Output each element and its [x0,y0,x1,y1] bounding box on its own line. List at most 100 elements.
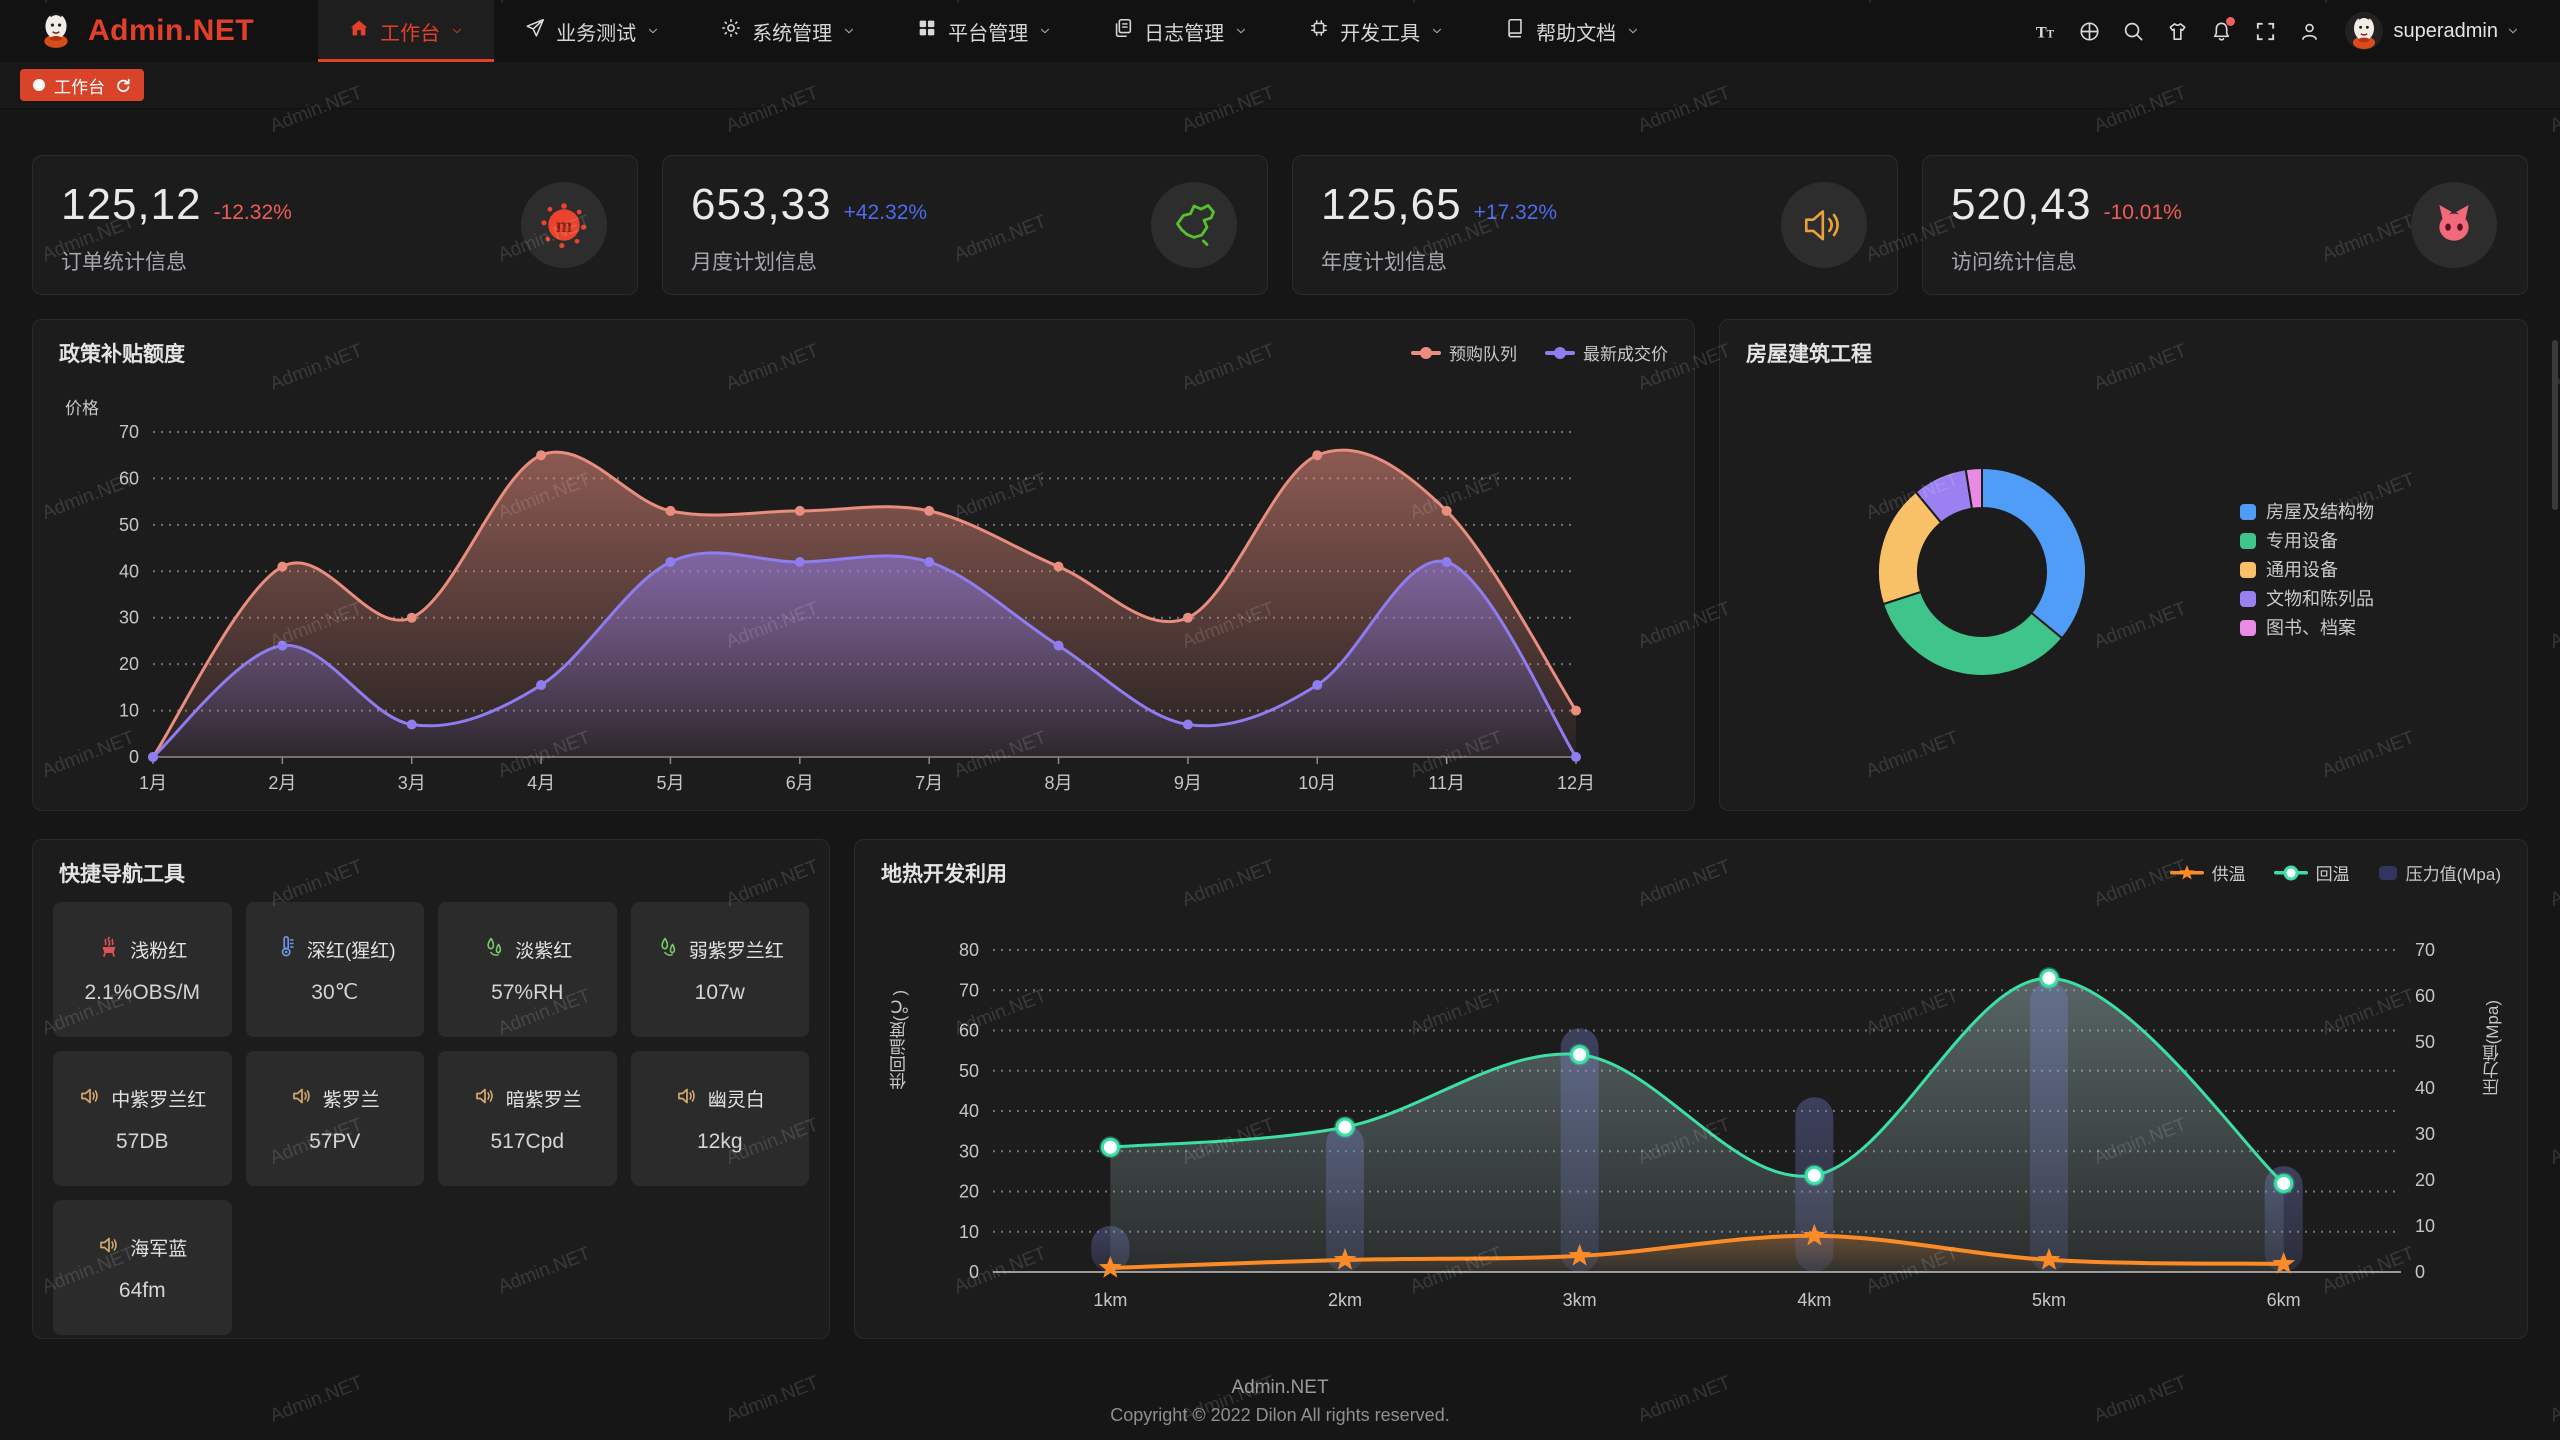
svg-text:50: 50 [119,515,139,535]
panel-building-project: 房屋建筑工程 房屋及结构物 专用设备 通用设备 文物和陈列品 图书、档案 [1719,319,2528,811]
stat-value: 520,43 [1951,180,2092,229]
svg-text:6月: 6月 [786,773,814,793]
cat-icon [2411,182,2497,268]
quick-nav-item-6[interactable]: 暗紫罗兰 517Cpd [438,1051,617,1186]
app-title: Admin.NET [88,14,255,47]
svg-text:70: 70 [119,422,139,442]
donut-legend-label: 专用设备 [2266,531,2338,551]
scrollbar-thumb[interactable] [2552,340,2558,510]
quick-nav-item-8[interactable]: 海军蓝 64fm [53,1200,232,1335]
donut-legend-label: 文物和陈列品 [2266,589,2374,609]
home-icon [348,17,370,45]
quick-nav-grid: 浅粉红 2.1%OBS/M 深红(猩红) 30℃ 淡紫红 57%RH 弱紫罗兰红… [53,902,809,1335]
search-icon[interactable] [2111,11,2155,51]
menu-item-3[interactable]: 平台管理 [886,0,1082,62]
stat-delta: +17.32% [1473,201,1558,224]
svg-text:40: 40 [959,1101,979,1121]
language-icon[interactable] [2067,11,2111,51]
svg-text:10月: 10月 [1298,773,1336,793]
svg-text:12月: 12月 [1557,773,1595,793]
quick-item-value: 57DB [115,1129,169,1153]
quick-item-value: 64fm [118,1278,166,1302]
send-icon [524,17,546,45]
right-axis-name: 压力值(Mpa) [2483,1000,2502,1096]
svg-text:7月: 7月 [915,773,943,793]
svg-text:30: 30 [2415,1124,2435,1144]
svg-text:0: 0 [2415,1262,2425,1282]
quick-nav-item-7[interactable]: 幽灵白 12kg [630,1051,809,1186]
donut-legend-item-2[interactable]: 通用设备 [2240,560,2338,580]
svg-text:70: 70 [959,980,979,1000]
quick-nav-item-2[interactable]: 淡紫红 57%RH [438,902,617,1037]
svg-text:30: 30 [119,608,139,628]
donut-legend-item-3[interactable]: 文物和陈列品 [2240,589,2374,609]
legend-label: 回温 [2315,865,2350,884]
tab-bar: 工作台 [0,62,2560,109]
quick-item-value: 107w [694,980,745,1004]
chart-legend: 供温 回温 压力值(Mpa) [2169,860,2501,885]
chevron-down-icon [842,24,856,38]
menu-item-4[interactable]: 日志管理 [1082,0,1278,62]
thermometer-icon [274,934,298,964]
svg-text:50: 50 [959,1061,979,1081]
quick-nav-item-3[interactable]: 弱紫罗兰红 107w [630,902,809,1037]
legend-item-0[interactable]: 供温 [2169,860,2246,885]
menu-item-1[interactable]: 业务测试 [494,0,690,62]
quick-nav-item-1[interactable]: 深红(猩红) 30℃ [245,902,424,1037]
quick-nav-item-0[interactable]: 浅粉红 2.1%OBS/M [53,902,232,1037]
menu-item-5[interactable]: 开发工具 [1278,0,1474,62]
theme-shirt-icon[interactable] [2155,11,2199,51]
svg-text:20: 20 [2415,1170,2435,1190]
svg-text:4月: 4月 [527,773,555,793]
svg-text:5月: 5月 [656,773,684,793]
menu-item-label: 平台管理 [948,22,1029,45]
tab-label: 工作台 [54,77,105,97]
donut-legend-item-0[interactable]: 房屋及结构物 [2240,502,2374,522]
svg-text:40: 40 [119,561,139,581]
svg-text:80: 80 [959,940,979,960]
quick-item-name: 暗紫罗兰 [505,1090,582,1111]
panel-title: 政策补贴额度 [59,343,185,366]
panel-geothermal: 地热开发利用 供回温度(℃) 压力值(Mpa) 供温 回温 压力值(Mpa) 0 10… [854,839,2528,1339]
quick-nav-item-5[interactable]: 紫罗兰 57PV [245,1051,424,1186]
username[interactable]: superadmin [2393,19,2498,42]
user-icon[interactable] [2287,11,2331,51]
menu-item-2[interactable]: 系统管理 [690,0,886,62]
menu-item-0[interactable]: 工作台 [318,0,495,62]
stat-value: 125,65 [1321,180,1462,229]
quick-item-name: 弱紫罗兰红 [688,941,784,962]
refresh-icon[interactable] [114,77,131,94]
policy-subsidy-line-chart: 0 10 20 30 40 50 60 70 1月 2月 3月 4月 5月 6月 7月 8月 9月 10月 11月 1… [119,422,1595,793]
svg-text:10: 10 [119,701,139,721]
svg-text:60: 60 [119,468,139,488]
logo-avatar-icon [36,9,76,54]
main-content: 125,12 -12.32% 订单统计信息 m 653,33 +42.32% 月… [0,155,2560,1426]
tab-workbench[interactable]: 工作台 [20,69,144,101]
humidity-icon [656,935,680,965]
legend-item-0[interactable]: 预购队列 [1411,340,1517,365]
svg-text:0: 0 [129,747,139,767]
quick-item-value: 2.1%OBS/M [84,980,201,1004]
panel-title: 地热开发利用 [881,863,1007,886]
svg-text:20: 20 [119,654,139,674]
meetup-splash-icon: m [521,182,607,268]
svg-text:3km: 3km [1563,1290,1597,1310]
legend-item-1[interactable]: 回温 [2273,860,2350,885]
legend-item-2[interactable]: 压力值(Mpa) [2378,860,2501,885]
menu-item-6[interactable]: 帮助文档 [1474,0,1670,62]
donut-legend-item-1[interactable]: 专用设备 [2240,531,2338,551]
bell-icon[interactable] [2199,11,2243,51]
donut-legend-label: 图书、档案 [2266,618,2356,638]
donut-legend-item-4[interactable]: 图书、档案 [2240,618,2356,638]
quick-item-name: 深红(猩红) [306,940,396,962]
svg-text:50: 50 [2415,1032,2435,1052]
legend-item-1[interactable]: 最新成交价 [1545,340,1668,365]
app-logo[interactable]: Admin.NET [36,9,254,54]
user-avatar[interactable] [2345,12,2384,50]
panel-title: 快捷导航工具 [59,863,185,886]
quick-nav-item-4[interactable]: 中紫罗兰红 57DB [53,1051,232,1186]
fullscreen-icon[interactable] [2243,11,2287,51]
